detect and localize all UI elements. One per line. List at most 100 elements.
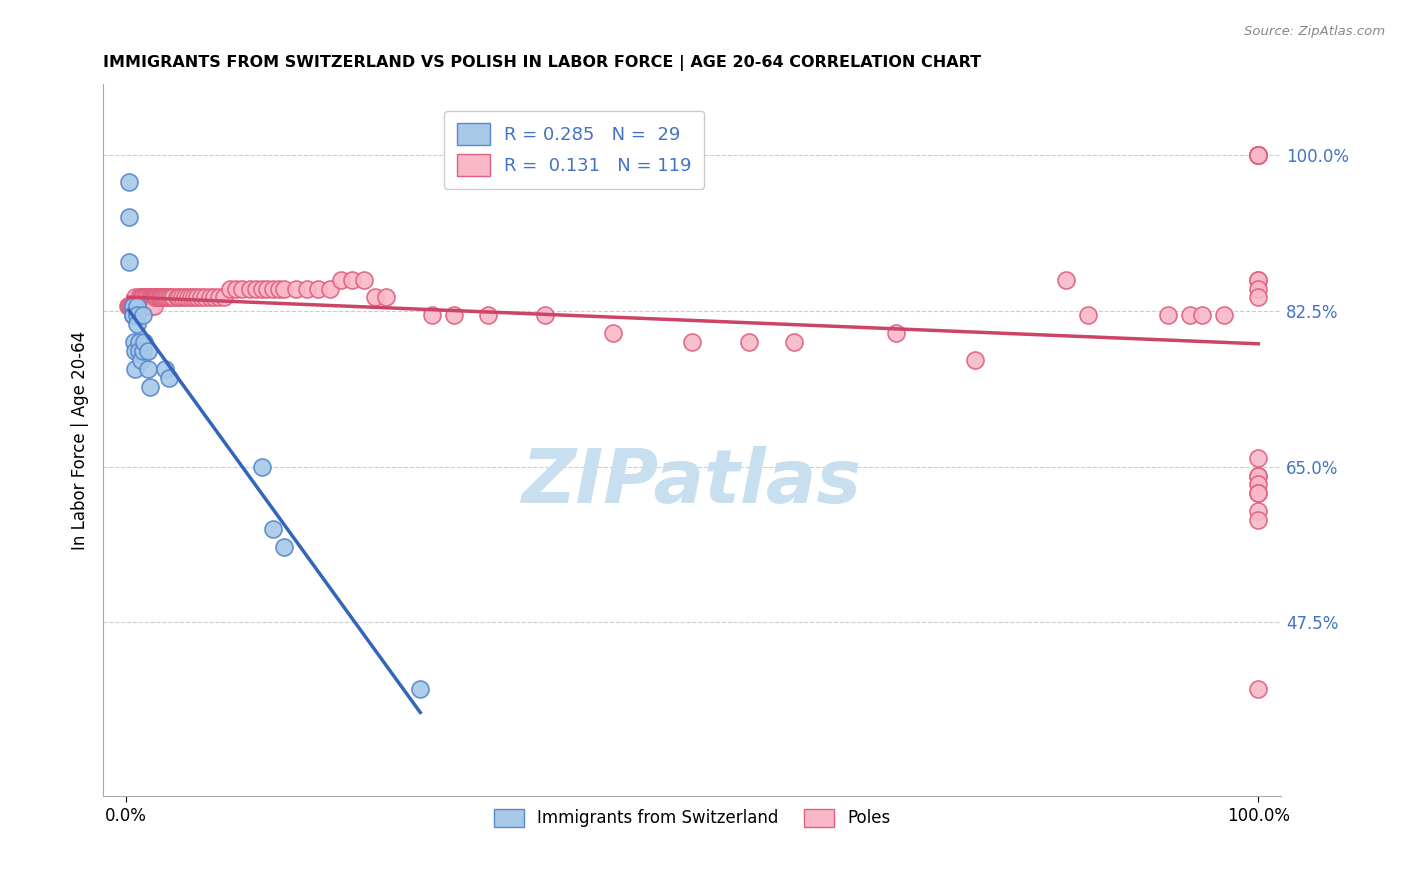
- Point: [160, 291, 183, 305]
- Point: [1191, 308, 1213, 322]
- Point: [167, 291, 190, 305]
- Point: [177, 291, 200, 305]
- Point: [132, 291, 155, 305]
- Text: IMMIGRANTS FROM SWITZERLAND VS POLISH IN LABOR FORCE | AGE 20-64 CORRELATION CHA: IMMIGRANTS FROM SWITZERLAND VS POLISH IN…: [103, 55, 981, 71]
- Point: [284, 282, 307, 296]
- Point: [122, 334, 145, 349]
- Point: [1157, 308, 1180, 322]
- Point: [250, 459, 273, 474]
- Point: [125, 299, 148, 313]
- Point: [127, 299, 149, 313]
- Text: ZIPatlas: ZIPatlas: [522, 446, 862, 519]
- Point: [1247, 148, 1270, 162]
- Point: [353, 273, 375, 287]
- Point: [121, 299, 143, 313]
- Point: [150, 291, 173, 305]
- Point: [117, 299, 139, 313]
- Point: [1247, 450, 1270, 465]
- Point: [267, 282, 290, 296]
- Point: [884, 326, 907, 340]
- Point: [375, 291, 398, 305]
- Point: [121, 308, 143, 322]
- Point: [157, 370, 180, 384]
- Point: [127, 299, 149, 313]
- Point: [124, 361, 146, 376]
- Point: [262, 282, 284, 296]
- Point: [143, 291, 166, 305]
- Point: [198, 291, 221, 305]
- Point: [132, 299, 155, 313]
- Point: [142, 291, 165, 305]
- Point: [118, 299, 141, 313]
- Point: [127, 317, 149, 331]
- Point: [245, 282, 267, 296]
- Point: [157, 291, 180, 305]
- Point: [1247, 291, 1270, 305]
- Point: [186, 291, 208, 305]
- Point: [737, 334, 759, 349]
- Point: [225, 282, 247, 296]
- Point: [307, 282, 329, 296]
- Point: [219, 282, 242, 296]
- Point: [139, 299, 162, 313]
- Point: [138, 299, 160, 313]
- Point: [783, 334, 806, 349]
- Point: [121, 299, 143, 313]
- Point: [121, 308, 143, 322]
- Point: [273, 540, 295, 554]
- Point: [250, 282, 273, 296]
- Point: [124, 291, 146, 305]
- Point: [1247, 513, 1270, 527]
- Point: [138, 291, 160, 305]
- Point: [131, 299, 153, 313]
- Point: [180, 291, 202, 305]
- Point: [122, 299, 145, 313]
- Point: [239, 282, 262, 296]
- Point: [135, 291, 157, 305]
- Point: [148, 291, 170, 305]
- Point: [136, 299, 159, 313]
- Point: [477, 308, 499, 322]
- Point: [1247, 148, 1270, 162]
- Point: [1247, 282, 1270, 296]
- Point: [183, 291, 205, 305]
- Point: [166, 291, 188, 305]
- Point: [262, 522, 284, 536]
- Point: [1077, 308, 1099, 322]
- Legend: Immigrants from Switzerland, Poles: Immigrants from Switzerland, Poles: [488, 802, 897, 834]
- Point: [145, 291, 167, 305]
- Point: [1247, 148, 1270, 162]
- Point: [138, 299, 160, 313]
- Point: [121, 308, 143, 322]
- Point: [1247, 273, 1270, 287]
- Point: [118, 299, 141, 313]
- Point: [135, 299, 157, 313]
- Point: [120, 299, 142, 313]
- Point: [128, 334, 150, 349]
- Point: [194, 291, 217, 305]
- Point: [364, 291, 387, 305]
- Point: [120, 299, 142, 313]
- Point: [138, 291, 160, 305]
- Point: [231, 282, 253, 296]
- Point: [214, 291, 236, 305]
- Point: [162, 291, 184, 305]
- Point: [132, 299, 155, 313]
- Point: [1213, 308, 1236, 322]
- Point: [1247, 273, 1270, 287]
- Text: Source: ZipAtlas.com: Source: ZipAtlas.com: [1244, 25, 1385, 38]
- Point: [122, 299, 145, 313]
- Point: [138, 379, 160, 393]
- Point: [681, 334, 703, 349]
- Point: [127, 299, 149, 313]
- Point: [143, 299, 166, 313]
- Point: [295, 282, 318, 296]
- Point: [208, 291, 231, 305]
- Point: [128, 343, 150, 358]
- Point: [129, 291, 152, 305]
- Point: [965, 352, 987, 367]
- Point: [256, 282, 278, 296]
- Point: [155, 361, 177, 376]
- Point: [1247, 468, 1270, 483]
- Point: [127, 299, 149, 313]
